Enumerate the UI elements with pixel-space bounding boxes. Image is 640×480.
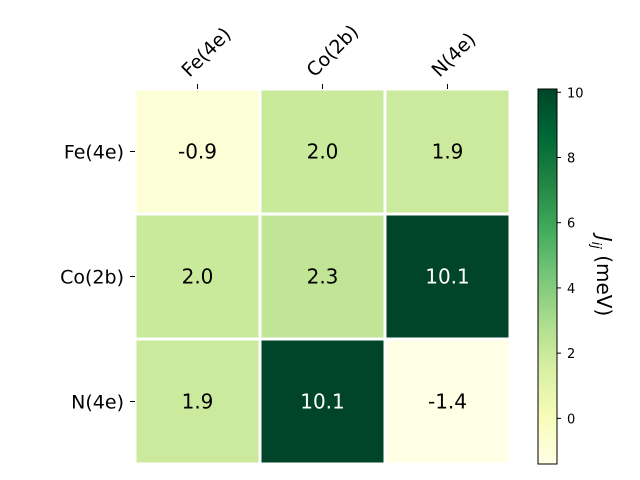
colorbar-tick-label: 2	[567, 347, 575, 362]
cell-value-label: 2.0	[307, 140, 339, 164]
heatmap-cell	[258, 87, 387, 216]
cell-value-label: 1.9	[432, 140, 464, 164]
cell-value-label: -1.4	[428, 390, 467, 414]
colorbar-label: Jij (meV)	[588, 232, 616, 317]
colorbar-tick-label: 6	[567, 217, 575, 232]
colorbar-tick-label: 0	[567, 412, 575, 427]
colorbar-tick-label: 4	[567, 282, 575, 297]
colorbar-tick-label: 10	[567, 86, 584, 101]
heatmap-cell	[258, 337, 387, 466]
heatmap-cell	[133, 337, 262, 466]
cell-value-label: -0.9	[178, 140, 217, 164]
cell-value-label: 1.9	[182, 390, 214, 414]
cell-value-label: 10.1	[425, 265, 470, 289]
row-label: Co(2b)	[60, 267, 124, 289]
colorbar	[537, 88, 558, 465]
cell-value-label: 2.0	[182, 265, 214, 289]
row-label: Fe(4e)	[64, 142, 124, 164]
column-label: Fe(4e)	[177, 23, 235, 81]
column-label: Co(2b)	[302, 21, 363, 82]
column-label: N(4e)	[427, 29, 480, 82]
heatmap-cell	[383, 212, 512, 341]
cell-value-label: 10.1	[300, 390, 345, 414]
cell-value-label: 2.3	[307, 265, 339, 289]
colorbar-tick-label: 8	[567, 151, 575, 166]
row-label: N(4e)	[71, 392, 124, 414]
heatmap-cell	[383, 337, 512, 466]
